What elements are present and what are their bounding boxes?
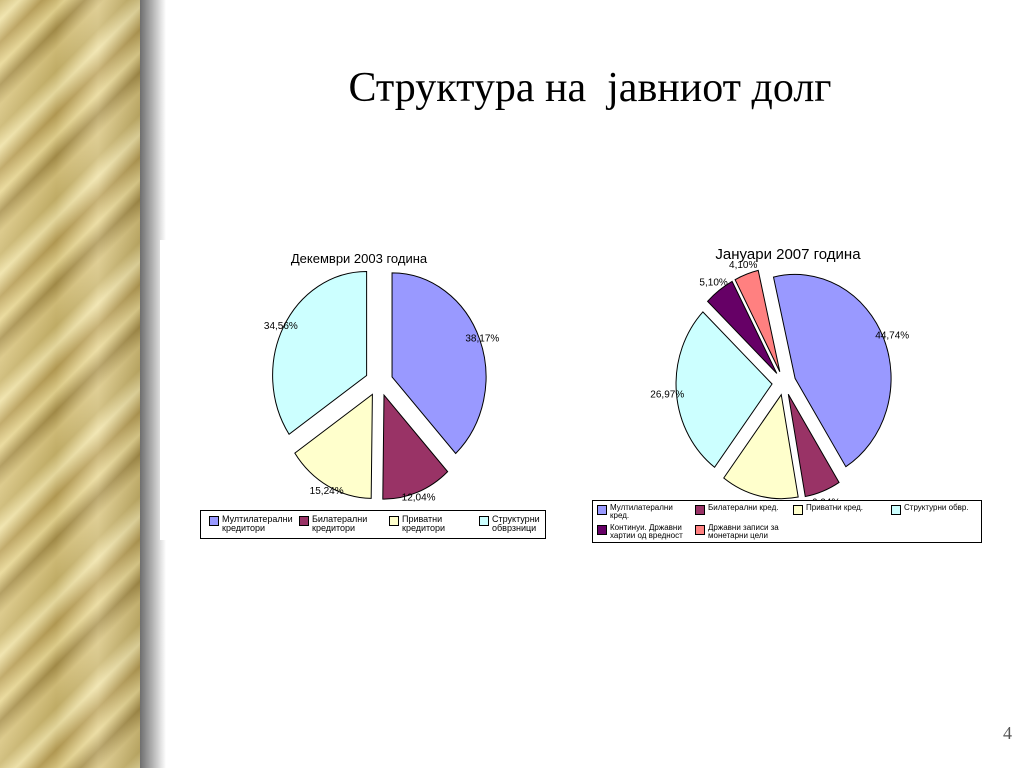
slice-value-label: 38,17%	[465, 333, 499, 344]
chart-panel-2003: Декември 2003 година 38,17% 12,04% 15,24% 3…	[160, 240, 550, 540]
legend-swatch	[389, 516, 399, 526]
chart-panel-2007: Јануари 2007 година 44,74%6,04%13,04%26,…	[590, 236, 986, 546]
legend-item: Мултилатерални кред.	[597, 503, 687, 521]
slice-value-label: 12,04%	[402, 493, 436, 504]
legend-swatch	[479, 516, 489, 526]
legend-item: Приватни кред.	[793, 503, 883, 515]
band-sheen	[0, 0, 140, 768]
legend-item: Билатерални кредитори	[299, 514, 389, 534]
chart-legend: Мултилатерални кред. Билатерални кред. При…	[592, 500, 982, 543]
slice-value-label: 34,56%	[264, 321, 298, 332]
legend-item: Државни записи за монетарни цели	[695, 523, 785, 541]
legend-swatch	[597, 525, 607, 535]
legend-label: Мултилатерални кредитори	[222, 514, 293, 534]
legend-label: Структурни обврзници	[492, 514, 540, 534]
pie-slice	[787, 393, 840, 498]
chart-title: Јануари 2007 година	[715, 246, 861, 263]
legend-label: Приватни кредитори	[402, 514, 446, 534]
slice-value-label: 4,10%	[729, 260, 757, 271]
legend-label: Мултилатерални кред.	[610, 503, 673, 521]
pie-slice	[272, 270, 368, 435]
legend-label: Државни записи за монетарни цели	[708, 523, 779, 541]
decorative-marble-band	[0, 0, 140, 768]
legend-label: Континуи. Државни хартии од вредност	[610, 523, 683, 541]
legend-swatch	[209, 516, 219, 526]
legend-item: Билатерални кред.	[695, 503, 785, 515]
legend-swatch	[793, 505, 803, 515]
legend-swatch	[597, 505, 607, 515]
pie-chart-2003: Декември 2003 година 38,17% 12,04% 15,24% 3…	[264, 251, 499, 504]
legend-item: Приватни кредитори	[389, 514, 479, 534]
legend-label: Билатерални кред.	[708, 503, 779, 512]
legend-item: Структурни обврзници	[479, 514, 569, 534]
slice-value-label: 44,74%	[875, 331, 909, 342]
legend-swatch	[891, 505, 901, 515]
legend-item: Мултилатерални кредитори	[209, 514, 299, 534]
legend-label: Билатерални кредитори	[312, 514, 368, 534]
pie-slice	[706, 280, 778, 374]
legend-item: Структурни обвр.	[891, 503, 981, 515]
pie-slice	[391, 272, 487, 455]
chart-legend: Мултилатерални кредитори Билатерални кред…	[200, 510, 546, 539]
pie-slice	[294, 393, 373, 499]
legend-swatch	[695, 505, 705, 515]
legend-label: Структурни обвр.	[904, 503, 969, 512]
chart-title: Декември 2003 година	[291, 251, 428, 266]
pie-slice	[734, 269, 781, 372]
legend-label: Приватни кред.	[806, 503, 863, 512]
legend-swatch	[695, 525, 705, 535]
legend-swatch	[299, 516, 309, 526]
pie-slice	[675, 311, 773, 469]
page-number: 4	[1003, 723, 1012, 743]
pie-slice	[723, 393, 799, 500]
slice-value-label: 15,24%	[310, 486, 344, 497]
slice-value-label: 26,97%	[650, 389, 684, 400]
slide-title: Структура на јавниот долг	[348, 65, 832, 111]
pie-slice	[382, 393, 449, 500]
legend-item: Континуи. Државни хартии од вредност	[597, 523, 687, 541]
pie-slice	[772, 273, 892, 468]
slice-value-label: 5,10%	[699, 278, 727, 289]
